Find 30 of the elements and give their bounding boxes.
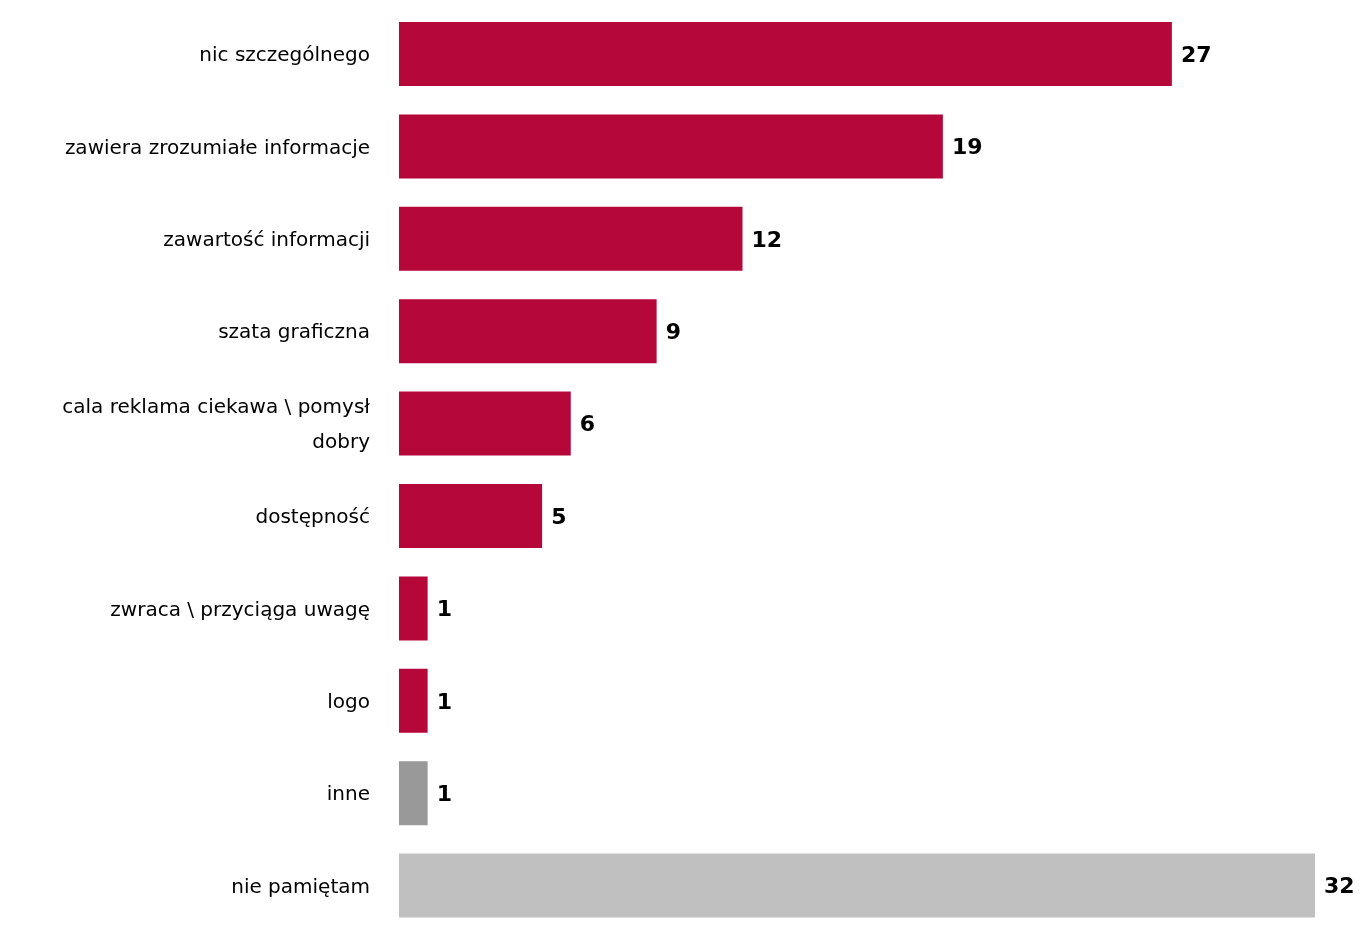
bar (399, 761, 428, 826)
y-tick-label: zawartość informacji (163, 227, 370, 251)
y-tick-label: dostępność (255, 504, 370, 529)
bar (399, 668, 428, 733)
data-label: 6 (579, 411, 596, 437)
data-label: 1 (436, 596, 452, 622)
y-tick-label: zwraca \ przyciąga uwagę (110, 596, 370, 621)
y-tick-label: cala reklama ciekawa \ pomysł dobry (62, 394, 371, 454)
data-label: 9 (665, 319, 681, 345)
bar (399, 391, 571, 456)
data-label: 1 (436, 688, 452, 714)
y-tick-label: inne (326, 781, 370, 806)
data-label: 1 (436, 781, 452, 807)
data-label: 32 (1324, 873, 1355, 899)
bar (399, 484, 543, 548)
data-label: 5 (551, 503, 567, 529)
y-tick-label: nic szczególnego (199, 42, 370, 67)
bar (399, 22, 1172, 86)
bar (399, 114, 943, 179)
bar (399, 853, 1315, 918)
y-tick-label: szata graficzna (218, 319, 370, 344)
data-label: 12 (751, 226, 783, 252)
data-label: 19 (951, 134, 983, 160)
y-tick-label: zawiera zrozumiałe informacje (64, 134, 370, 159)
y-tick-label: nie pamiętam (231, 873, 370, 898)
bar (399, 576, 428, 641)
bar (399, 299, 657, 364)
y-tick-label: logo (327, 689, 370, 713)
bar (399, 206, 743, 271)
data-label: 27 (1180, 41, 1212, 67)
